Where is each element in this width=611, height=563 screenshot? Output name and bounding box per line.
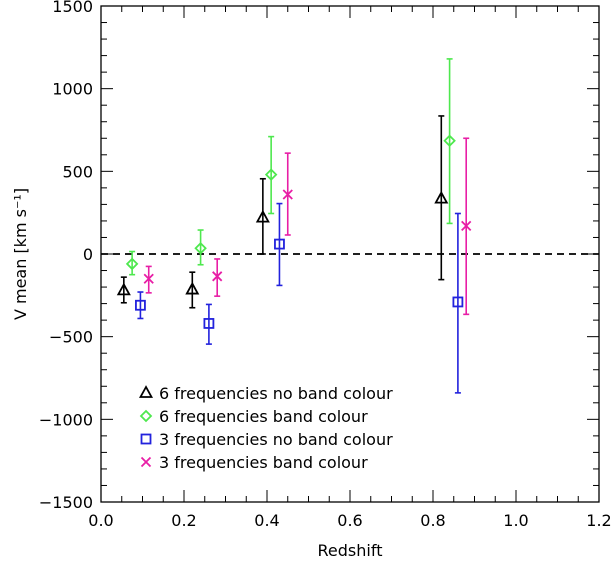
legend-item: 6 frequencies no band colour [138,384,393,403]
legend: 6 frequencies no band colour 6 frequencie… [138,384,393,472]
y-tick-label: 1500 [52,0,93,16]
data-point-square [203,318,215,329]
data-point-triangle [434,190,449,204]
legend-marker-x [140,456,152,468]
legend-item: 3 frequencies band colour [140,453,368,472]
legend-marker-diamond [139,409,153,423]
legend-item: 6 frequencies band colour [139,407,368,426]
x-tick-label: 0.4 [254,511,279,530]
data-point-triangle [116,282,131,296]
y-tick-label: 0 [83,245,93,264]
legend-label: 6 frequencies no band colour [159,384,393,403]
legend-item: 3 frequencies no band colour [140,430,393,449]
series-layer [116,58,472,394]
data-point-diamond [443,134,456,148]
series-square [135,202,464,394]
legend-label: 3 frequencies no band colour [159,430,393,449]
data-point-x [212,271,223,282]
axis-ticks [100,5,600,503]
legend-marker-triangle [138,385,154,398]
x-tick-label: 0.6 [337,511,362,530]
data-point-square [452,296,464,308]
y-tick-label: −1000 [39,410,93,429]
data-point-x [461,220,472,232]
y-tick-label: 500 [62,162,93,181]
series-triangle [116,115,449,309]
data-point-triangle [185,281,200,295]
data-point-x [143,273,154,284]
y-axis-label: V mean [km s⁻¹] [11,188,30,320]
series-diamond [125,58,456,276]
y-tick-label: 1000 [52,80,93,99]
x-tick-label: 1.2 [586,511,611,530]
data-point-triangle [255,209,270,223]
data-point-x [282,189,293,200]
data-point-diamond [264,168,278,181]
y-tick-label: −1500 [39,493,93,512]
y-tick-label: −500 [49,328,93,347]
series-x [143,137,472,316]
legend-label: 6 frequencies band colour [159,407,368,426]
data-point-square [274,238,285,250]
data-point-diamond [194,241,207,255]
legend-label: 3 frequencies band colour [159,453,368,472]
x-tick-label: 0.8 [420,511,445,530]
data-point-square [135,299,146,311]
x-tick-label: 0.2 [171,511,196,530]
x-tick-label: 0.0 [88,511,113,530]
x-tick-label: 1.0 [503,511,528,530]
axis-tick-labels: 0.0 0.2 0.4 0.6 0.8 1.0 1.2 −1500 −1000 −500 0 500 1… [39,0,611,530]
x-axis-label: Redshift [318,541,383,560]
data-point-diamond [125,257,139,271]
legend-marker-square [140,433,152,445]
